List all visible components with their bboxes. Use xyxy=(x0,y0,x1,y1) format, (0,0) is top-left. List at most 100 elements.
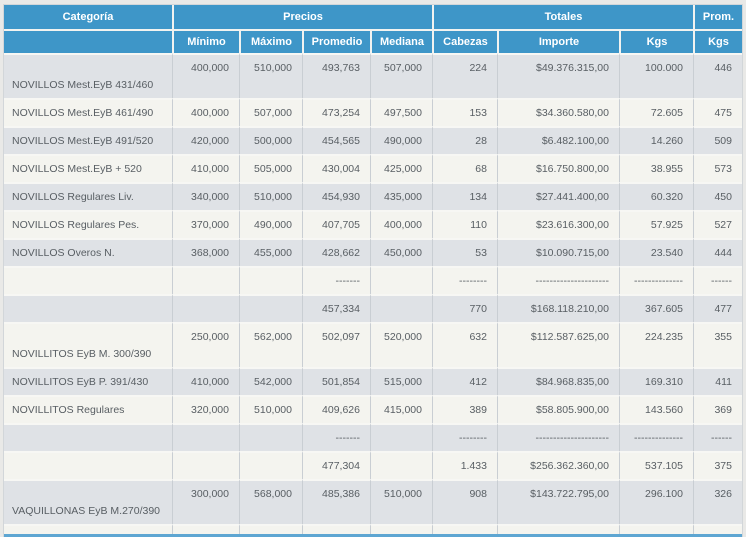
importe-cell: $256.362.360,00 xyxy=(496,451,619,479)
mediana-cell: 450,000 xyxy=(369,238,432,266)
maximo-cell: 510,000 xyxy=(238,53,302,98)
importe-cell: $10.090.715,00 xyxy=(496,238,619,266)
header-categoria: Categoría xyxy=(3,5,172,31)
kgs-cell: 60.320 xyxy=(618,182,693,210)
group-header-row: Categoría Precios Totales Prom. xyxy=(3,5,742,31)
mediana-cell xyxy=(369,266,432,294)
importe-cell: $112.587.625,00 xyxy=(496,322,619,367)
maximo-cell xyxy=(238,451,302,479)
kgs-cell: 169.310 xyxy=(618,367,693,395)
maximo-cell: 507,000 xyxy=(238,98,302,126)
maximo-cell xyxy=(238,423,302,451)
mediana-cell: 415,000 xyxy=(369,395,432,423)
category-cell: NOVILLOS Mest.EyB 491/520 xyxy=(3,126,172,154)
minimo-cell: 250,000 xyxy=(171,322,239,367)
table-row: NOVILLOS Mest.EyB + 520 410,000 505,000 430… xyxy=(3,154,742,182)
header-precios-group: Precios xyxy=(171,5,432,31)
minimo-cell: 300,000 xyxy=(171,479,239,524)
table-row: VAQUILLONAS EyB M.270/390 300,000 568,000 4… xyxy=(3,479,742,524)
table-row: NOVILLITOS EyB P. 391/430 410,000 542,000 5… xyxy=(3,367,742,395)
sub-header-row: Mínimo Máximo Promedio Mediana Cabezas I… xyxy=(3,31,742,53)
category-cell: NOVILLITOS EyB P. 391/430 xyxy=(3,367,172,395)
header-importe: Importe xyxy=(496,31,619,53)
minimo-cell xyxy=(171,451,239,479)
promedio-cell: 493,763 xyxy=(301,53,370,98)
category-cell: NOVILLOS Regulares Pes. xyxy=(3,210,172,238)
mediana-cell: 435,000 xyxy=(369,182,432,210)
prom-kgs-cell: 369 xyxy=(693,395,742,423)
category-cell: NOVILLOS Mest.EyB 431/460 xyxy=(3,53,172,98)
prom-kgs-cell: 475 xyxy=(693,98,742,126)
table-row: NOVILLOS Overos N. 368,000 455,000 428,662 4… xyxy=(3,238,742,266)
minimo-cell xyxy=(171,423,239,451)
promedio-cell: 407,705 xyxy=(301,210,370,238)
mediana-cell: 507,000 xyxy=(369,53,432,98)
prom-kgs-cell: 573 xyxy=(693,154,742,182)
promedio-cell: 454,565 xyxy=(301,126,370,154)
cabezas-cell: 632 xyxy=(431,322,497,367)
kgs-cell: 57.925 xyxy=(618,210,693,238)
header-promedio: Promedio xyxy=(301,31,370,53)
livestock-price-table: Categoría Precios Totales Prom. Mínimo M… xyxy=(2,4,743,537)
category-cell xyxy=(3,266,172,294)
prom-kgs-cell: 375 xyxy=(693,451,742,479)
category-cell: VAQUILLONAS EyB M.270/390 xyxy=(3,479,172,524)
table-body: NOVILLOS Mest.EyB 431/460 400,000 510,000 4… xyxy=(3,53,742,537)
promedio-cell: 409,626 xyxy=(301,395,370,423)
importe-cell: $23.616.300,00 xyxy=(496,210,619,238)
subtotal-row: 477,304 1.433 $256.362.360,00 537.105 375 xyxy=(3,451,742,479)
cabezas-cell: 412 xyxy=(431,367,497,395)
minimo-cell: 400,000 xyxy=(171,53,239,98)
maximo-cell: 490,000 xyxy=(238,210,302,238)
importe-cell: $16.750.800,00 xyxy=(496,154,619,182)
mediana-cell xyxy=(369,294,432,322)
table-row: NOVILLITOS Regulares 320,000 510,000 409,62… xyxy=(3,395,742,423)
prom-kgs-cell: ------ xyxy=(693,266,742,294)
minimo-cell: 410,000 xyxy=(171,367,239,395)
category-cell xyxy=(3,451,172,479)
next-section-header-edge xyxy=(4,534,742,537)
promedio-cell: 428,662 xyxy=(301,238,370,266)
table-row: NOVILLOS Mest.EyB 461/490 400,000 507,000 4… xyxy=(3,98,742,126)
kgs-cell: 224.235 xyxy=(618,322,693,367)
category-cell: NOVILLITOS Regulares xyxy=(3,395,172,423)
kgs-cell: 72.605 xyxy=(618,98,693,126)
importe-cell: $34.360.580,00 xyxy=(496,98,619,126)
maximo-cell: 562,000 xyxy=(238,322,302,367)
promedio-cell: 454,930 xyxy=(301,182,370,210)
maximo-cell: 568,000 xyxy=(238,479,302,524)
promedio-cell: ------- xyxy=(301,423,370,451)
prom-kgs-cell: 450 xyxy=(693,182,742,210)
kgs-cell: 23.540 xyxy=(618,238,693,266)
kgs-cell: -------------- xyxy=(618,266,693,294)
minimo-cell: 320,000 xyxy=(171,395,239,423)
cabezas-cell: -------- xyxy=(431,423,497,451)
separator-row: ------- -------- --------------------- ----… xyxy=(3,423,742,451)
promedio-cell: 477,304 xyxy=(301,451,370,479)
maximo-cell: 510,000 xyxy=(238,182,302,210)
minimo-cell: 340,000 xyxy=(171,182,239,210)
cabezas-cell: 53 xyxy=(431,238,497,266)
header-kgs: Kgs xyxy=(618,31,693,53)
table-row: NOVILLITOS EyB M. 300/390 250,000 562,000 5… xyxy=(3,322,742,367)
kgs-cell: -------------- xyxy=(618,423,693,451)
prom-kgs-cell: 326 xyxy=(693,479,742,524)
maximo-cell: 505,000 xyxy=(238,154,302,182)
importe-cell: $49.376.315,00 xyxy=(496,53,619,98)
prom-kgs-cell: 509 xyxy=(693,126,742,154)
promedio-cell: 501,854 xyxy=(301,367,370,395)
cabezas-cell: 1.433 xyxy=(431,451,497,479)
promedio-cell: 485,386 xyxy=(301,479,370,524)
header-mediana: Mediana xyxy=(369,31,432,53)
minimo-cell xyxy=(171,294,239,322)
prom-kgs-cell: 355 xyxy=(693,322,742,367)
importe-cell: $84.968.835,00 xyxy=(496,367,619,395)
header-totales-group: Totales xyxy=(431,5,693,31)
category-cell xyxy=(3,294,172,322)
table-row: NOVILLOS Regulares Pes. 370,000 490,000 407… xyxy=(3,210,742,238)
kgs-cell: 14.260 xyxy=(618,126,693,154)
kgs-cell: 143.560 xyxy=(618,395,693,423)
prom-kgs-cell: ------ xyxy=(693,423,742,451)
mediana-cell: 490,000 xyxy=(369,126,432,154)
